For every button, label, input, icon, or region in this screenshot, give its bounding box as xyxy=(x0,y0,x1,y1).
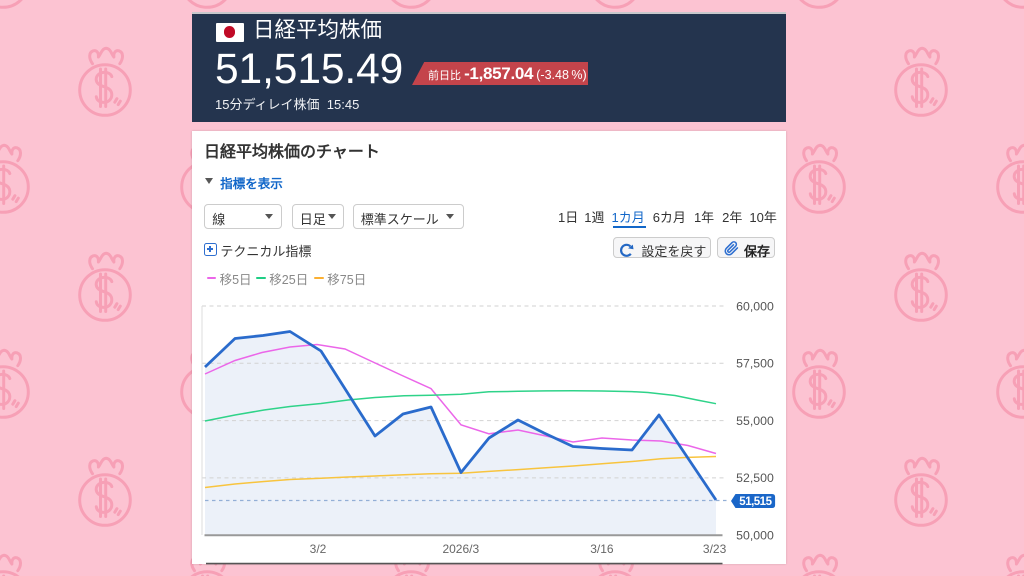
svg-text:57,500: 57,500 xyxy=(736,357,774,371)
svg-text:3/2: 3/2 xyxy=(310,542,327,556)
svg-text:2026/3: 2026/3 xyxy=(442,542,479,556)
svg-text:50,000: 50,000 xyxy=(736,529,774,543)
svg-text:3/23: 3/23 xyxy=(703,542,727,556)
svg-text:3/16: 3/16 xyxy=(590,542,614,556)
svg-text:51,515: 51,515 xyxy=(739,496,772,508)
svg-text:52,500: 52,500 xyxy=(736,471,774,485)
svg-text:55,000: 55,000 xyxy=(736,414,774,428)
svg-text:60,000: 60,000 xyxy=(736,299,774,313)
